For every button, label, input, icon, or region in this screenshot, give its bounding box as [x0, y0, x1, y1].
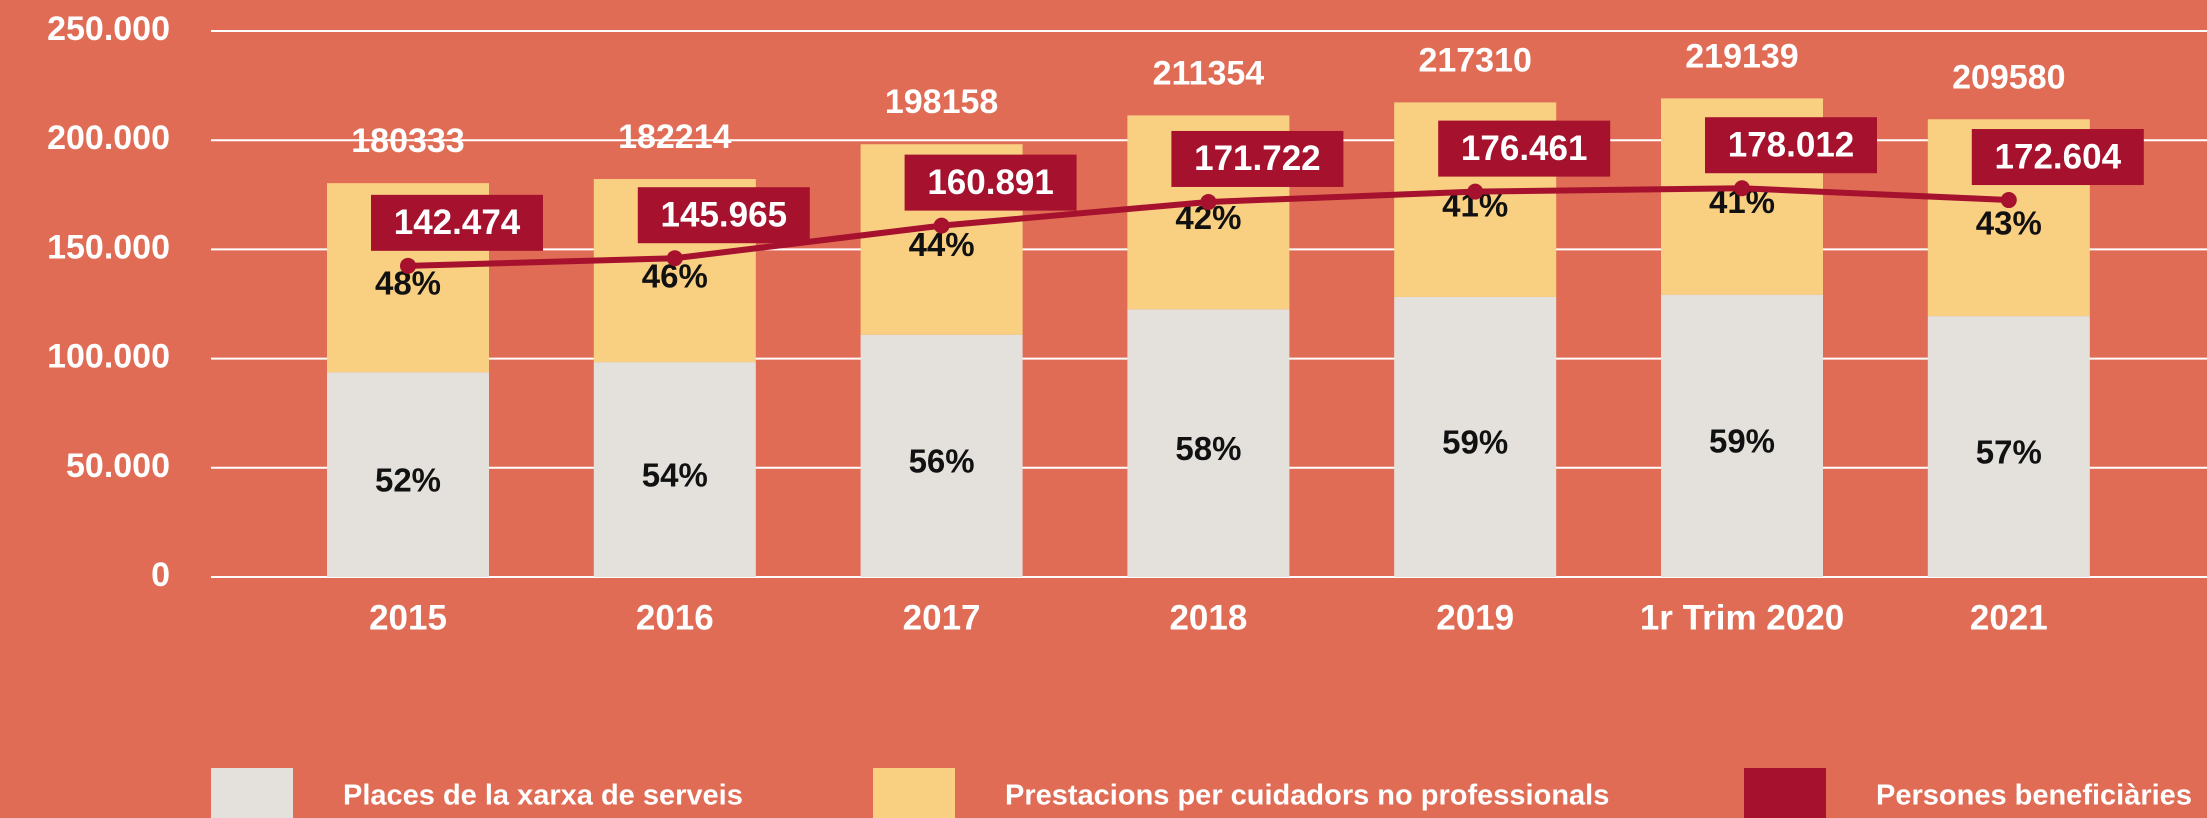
x-tick-label: 2017: [903, 598, 981, 637]
line-point: [1200, 193, 1217, 210]
line-point: [666, 250, 683, 267]
x-tick-label: 1r Trim 2020: [1640, 598, 1844, 637]
bar-segment: [1394, 296, 1557, 577]
x-tick-label: 2016: [636, 598, 714, 637]
x-tick-label: 2021: [1970, 598, 2048, 637]
line-point: [933, 217, 950, 234]
line-label: 142.474: [394, 203, 521, 242]
line-label: 145.965: [661, 195, 788, 234]
total-label: 180333: [351, 122, 464, 160]
legend-label: Persones beneficiàries: [1876, 780, 2192, 812]
segment-label: 57%: [1976, 433, 2042, 470]
line-label: 160.891: [927, 163, 1054, 202]
y-tick-label: 50.000: [66, 447, 170, 485]
segment-label: 56%: [909, 443, 975, 480]
legend-swatch: [211, 768, 293, 818]
segment-label: 59%: [1442, 424, 1508, 461]
segment-label: 43%: [1976, 204, 2042, 241]
y-tick-label: 100.000: [47, 338, 170, 376]
total-label: 211354: [1153, 54, 1265, 92]
line-label: 172.604: [1995, 137, 2122, 176]
x-tick-label: 2019: [1436, 598, 1514, 637]
legend-swatch: [1744, 768, 1826, 818]
segment-label: 52%: [375, 461, 441, 498]
line-point: [1467, 183, 1484, 200]
line-label-box: [637, 187, 810, 244]
line-label-box: [1171, 130, 1344, 187]
y-tick-label: 250.000: [47, 10, 170, 48]
total-label: 198158: [885, 83, 998, 121]
line-label-box: [1705, 117, 1877, 174]
bar-segment: [1927, 316, 2090, 577]
line-label: 171.722: [1194, 139, 1321, 178]
total-label: 217310: [1418, 41, 1531, 79]
bar-segment: [593, 362, 756, 577]
segment-label: 58%: [1175, 430, 1241, 467]
bar-segment: [860, 334, 1023, 577]
segment-label: 59%: [1709, 423, 1775, 460]
y-tick-label: 150.000: [47, 228, 170, 266]
legend-swatch: [873, 768, 955, 818]
x-tick-label: 2015: [369, 598, 447, 637]
line-label-box: [1971, 129, 2144, 186]
bar-segment: [327, 372, 489, 577]
segment-label: 54%: [642, 456, 708, 493]
line-point: [2000, 192, 2017, 209]
y-tick-label: 200.000: [47, 119, 170, 157]
y-tick-label: 0: [151, 556, 170, 594]
line-point: [400, 257, 416, 274]
line-label-box: [904, 154, 1077, 211]
bar-segment: [1127, 309, 1290, 577]
total-label: 219139: [1685, 37, 1798, 75]
line-label-box: [1438, 120, 1611, 177]
x-tick-label: 2018: [1169, 598, 1247, 637]
line-label: 178.012: [1728, 125, 1855, 164]
total-label: 209580: [1952, 58, 2065, 96]
total-label: 182214: [618, 118, 732, 156]
line-point: [1734, 180, 1750, 197]
line-label: 176.461: [1461, 129, 1588, 168]
legend-label: Prestacions per cuidadors no professiona…: [1005, 780, 1609, 812]
legend-label: Places de la xarxa de serveis: [343, 780, 743, 812]
bar-segment: [1661, 294, 1823, 577]
line-label-box: [371, 194, 543, 251]
